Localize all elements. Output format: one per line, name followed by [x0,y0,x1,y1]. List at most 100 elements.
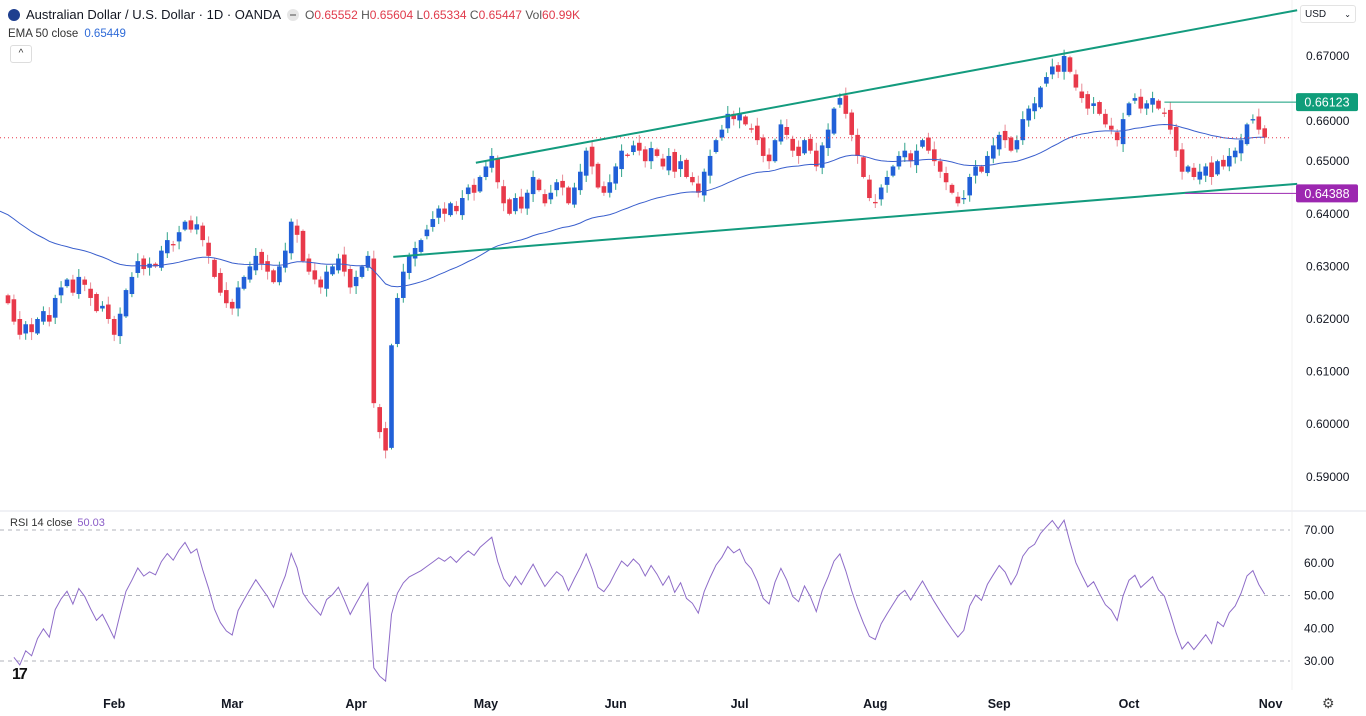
candle-up [359,266,365,277]
candle-down [660,158,666,167]
candle-down [861,157,866,177]
candle-down [1114,132,1120,141]
symbol-title[interactable]: Australian Dollar / U.S. Dollar · 1D · O… [26,7,282,22]
candle-down [867,179,872,199]
candle-up [1038,87,1043,108]
resistance-price-tag [1296,93,1358,112]
candle-down [932,149,937,162]
candle-down [979,166,984,172]
candle-up [583,150,589,176]
candle-up [1244,124,1250,145]
candle-up [772,140,778,162]
currency-select[interactable]: USD ⌄ [1300,5,1356,23]
candle-down [377,407,382,433]
candle-up [483,166,489,177]
candle-down [849,112,854,135]
candle-up [389,345,394,448]
candle-down [229,301,235,309]
candle-up [1203,166,1208,176]
candle-down [1209,162,1214,177]
candle-down [82,279,87,285]
rsi-tick-label: 30.00 [1304,654,1334,668]
candle-down [796,146,801,156]
candle-up [725,113,731,129]
candle-up [607,182,613,193]
tradingview-logo-icon[interactable]: 17 [12,666,28,683]
candle-down [731,113,736,120]
candle-up [1232,150,1238,158]
time-tick-label: Nov [1259,697,1283,711]
candle-up [1185,166,1191,172]
candle-down [760,137,766,156]
candle-down [88,288,93,298]
candle-up [418,240,424,252]
candle-up [902,150,908,158]
candle-up [613,166,618,184]
candle-up [878,187,884,200]
candle-down [690,176,695,183]
candle-down [1103,113,1108,125]
candle-down [955,196,961,204]
candle-down [1179,149,1185,172]
candle-down [47,315,52,322]
candle-down [471,184,477,193]
candle-down [371,258,377,404]
candle-down [937,161,943,172]
time-tick-label: Jun [605,697,627,711]
candle-down [442,208,447,214]
candle-up [713,140,719,152]
candle-down [342,254,347,272]
candle-up [253,255,259,271]
price-axis: 0.59000 0.60000 0.61000 0.62000 0.63000 0.640… [1306,49,1350,484]
price-tick-label: 0.61000 [1306,365,1350,379]
candle-down [589,146,595,167]
candle-down [696,183,701,193]
chevron-up-icon[interactable]: ^ [10,45,32,63]
candle-up [973,166,978,176]
candle-up [100,305,105,309]
candle-down [170,244,176,246]
ema-legend[interactable]: EMA 50 close 0.65449 [8,28,126,40]
candle-down [684,159,689,177]
candle-down [300,230,306,262]
candle-up [1050,66,1055,75]
rsi-legend[interactable]: RSI 14 close 50.03 [10,517,105,529]
candle-up [64,279,70,287]
candle-up [424,229,430,237]
candle-up [914,150,919,166]
candle-down [507,199,512,214]
candle-down [495,158,500,183]
time-tick-label: Apr [345,697,367,711]
candle-up [117,313,123,337]
candle-up [678,161,683,170]
candle-down [943,173,949,183]
candle-up [920,140,925,147]
candle-down [672,151,677,172]
candle-up [489,155,495,168]
time-axis: Feb Mar Apr May Jun Jul Aug Sep Oct Nov [103,697,1282,711]
candle-up [182,221,188,230]
candle-up [401,271,406,298]
candle-up [448,203,453,216]
candle-up [707,155,713,176]
candle-down [318,279,323,288]
time-tick-label: Sep [988,697,1011,711]
candle-down [926,137,931,151]
candle-down [454,205,459,212]
settings-icon[interactable]: ⚙ [1322,695,1335,711]
candle-up [165,240,170,254]
candle-down [743,116,748,125]
candle-down [1168,109,1173,130]
candle-down [1067,57,1073,72]
candle-down [383,428,388,451]
candle-down [1097,102,1102,114]
candle-up [247,266,253,280]
candle-up [631,145,636,152]
candle-down [949,184,955,193]
candle-up [1132,98,1138,101]
candle-up [330,266,335,275]
hide-icon[interactable] [287,9,300,21]
candle-up [819,145,825,168]
candle-down [259,251,264,264]
